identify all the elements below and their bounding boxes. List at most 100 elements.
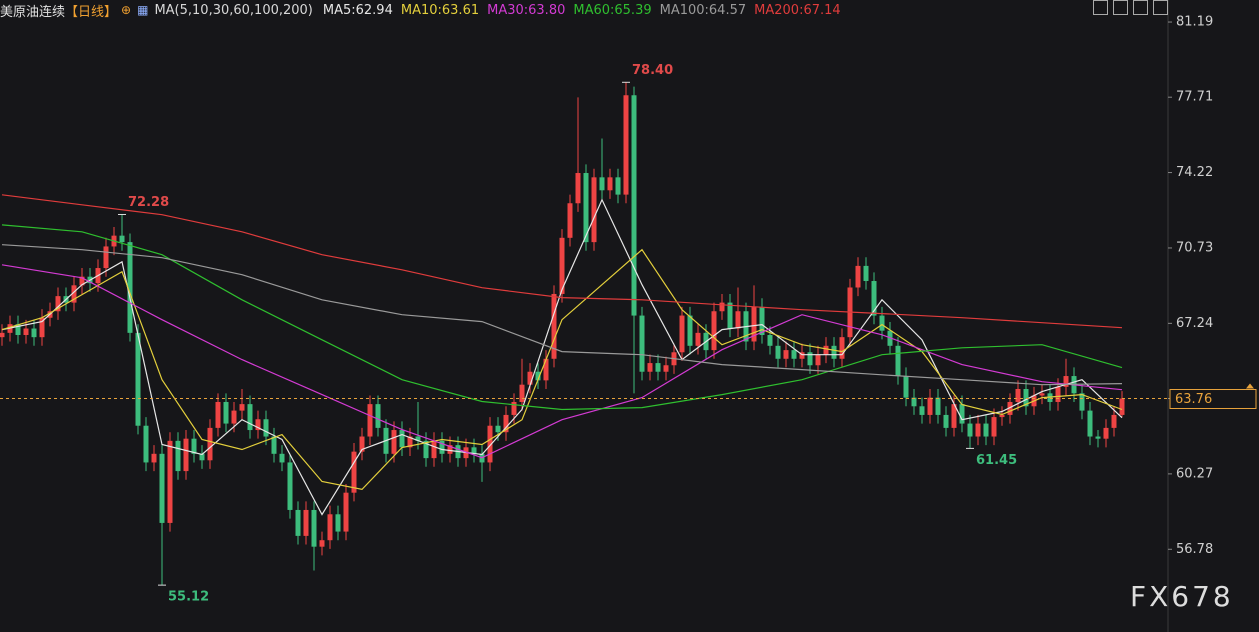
candle-body bbox=[711, 311, 717, 351]
indicator-icon[interactable]: ▦ bbox=[137, 3, 149, 17]
candle-body bbox=[1063, 376, 1069, 387]
candle-body bbox=[655, 363, 661, 372]
tool-button[interactable] bbox=[1093, 0, 1108, 15]
candle-body bbox=[303, 509, 309, 536]
tool-button[interactable] bbox=[1113, 0, 1128, 15]
annotation-label: 78.40 bbox=[632, 63, 673, 78]
candle-body bbox=[831, 345, 837, 359]
candle-body bbox=[239, 404, 245, 411]
candle-body bbox=[583, 173, 589, 243]
candle-body bbox=[695, 332, 701, 346]
candle-body bbox=[719, 302, 725, 312]
candle-body bbox=[175, 440, 181, 472]
candle-body bbox=[799, 352, 805, 359]
candle-body bbox=[15, 324, 21, 336]
candle-body bbox=[231, 410, 237, 424]
candle-body bbox=[815, 354, 821, 366]
candle-body bbox=[919, 406, 925, 415]
candle-body bbox=[23, 328, 29, 336]
candle-body bbox=[159, 453, 165, 523]
candle-body bbox=[791, 350, 797, 359]
candle-body bbox=[575, 173, 581, 204]
candle-body bbox=[983, 423, 989, 437]
candle-body bbox=[71, 285, 77, 303]
last-price-marker bbox=[1246, 383, 1254, 389]
candle-body bbox=[647, 363, 653, 372]
ma-settings[interactable]: MA(5,10,30,60,100,200) bbox=[154, 2, 313, 18]
candle-body bbox=[311, 509, 317, 547]
candle-body bbox=[687, 315, 693, 346]
candle-body bbox=[751, 306, 757, 342]
y-tick-label: 70.73 bbox=[1176, 240, 1213, 255]
candle-body bbox=[1095, 436, 1101, 439]
settings-icon[interactable]: ⊕ bbox=[121, 3, 132, 17]
ma-line bbox=[1, 264, 1123, 459]
candle-body bbox=[607, 177, 613, 191]
candle-body bbox=[127, 242, 133, 333]
ma-line bbox=[1, 248, 1123, 491]
candle-body bbox=[327, 514, 333, 541]
legend-entry: MA30:63.80 bbox=[487, 2, 566, 18]
tool-button[interactable] bbox=[1153, 0, 1168, 15]
candle-body bbox=[495, 425, 501, 433]
candle-body bbox=[343, 492, 349, 532]
chart-title: 美原油连续 bbox=[0, 4, 66, 20]
candle-body bbox=[151, 453, 157, 463]
candle-body bbox=[1103, 427, 1109, 439]
candle-body bbox=[519, 384, 525, 402]
candle-body bbox=[1047, 393, 1053, 402]
candle-body bbox=[863, 265, 869, 282]
candle-body bbox=[615, 177, 621, 195]
candle-body bbox=[1023, 389, 1029, 407]
candle-body bbox=[215, 401, 221, 428]
candle-body bbox=[911, 397, 917, 407]
candle-body bbox=[935, 397, 941, 415]
candle-body bbox=[999, 414, 1005, 418]
candle-body bbox=[775, 345, 781, 359]
candle-body bbox=[807, 352, 813, 366]
candle-body bbox=[199, 453, 205, 461]
legend-entry: MA5:62.94 bbox=[322, 2, 393, 18]
candle-body bbox=[471, 447, 477, 454]
candle-body bbox=[735, 311, 741, 329]
candle-body bbox=[367, 404, 373, 437]
y-tick-label: 56.78 bbox=[1176, 542, 1213, 557]
candle-body bbox=[143, 425, 149, 463]
candle-body bbox=[879, 315, 885, 331]
tool-button[interactable] bbox=[1133, 0, 1148, 15]
ma-line bbox=[1, 224, 1123, 411]
candle-body bbox=[1111, 414, 1117, 428]
candle-body bbox=[407, 436, 413, 448]
candle-body bbox=[631, 95, 637, 316]
candle-body bbox=[903, 376, 909, 398]
candle-body bbox=[967, 423, 973, 437]
candle-body bbox=[167, 440, 173, 523]
watermark: FX678 bbox=[1130, 580, 1234, 613]
candle-body bbox=[991, 417, 997, 437]
candle-body bbox=[31, 328, 37, 338]
candle-body bbox=[431, 440, 437, 459]
candle-body bbox=[663, 365, 669, 372]
candle-body bbox=[839, 337, 845, 359]
candle-body bbox=[103, 246, 109, 269]
candle-body bbox=[119, 235, 125, 243]
candle-body bbox=[927, 397, 933, 415]
candle-body bbox=[511, 401, 517, 415]
candle-body bbox=[335, 514, 341, 532]
y-tick-label: 81.19 bbox=[1176, 15, 1213, 30]
annotation-label: 72.28 bbox=[128, 195, 169, 210]
candle-body bbox=[1007, 401, 1013, 415]
legend-entry: MA10:63.61 bbox=[400, 2, 480, 18]
candle-body bbox=[279, 453, 285, 463]
candle-body bbox=[39, 317, 45, 338]
candle-body bbox=[855, 265, 861, 288]
timeframe[interactable]: 【日线】 bbox=[65, 4, 118, 20]
candle-body bbox=[759, 306, 765, 336]
y-tick-label: 77.71 bbox=[1176, 90, 1213, 105]
candle-body bbox=[0, 332, 5, 338]
candle-body bbox=[207, 427, 213, 461]
candle-body bbox=[399, 430, 405, 448]
annotation-label: 55.12 bbox=[168, 590, 209, 605]
candle-body bbox=[639, 315, 645, 372]
